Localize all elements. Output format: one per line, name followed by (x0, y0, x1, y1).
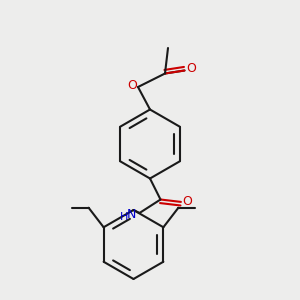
Text: N: N (126, 208, 136, 221)
Text: O: O (128, 79, 137, 92)
Text: O: O (186, 62, 196, 76)
Text: O: O (183, 195, 192, 208)
Text: H: H (119, 212, 128, 223)
